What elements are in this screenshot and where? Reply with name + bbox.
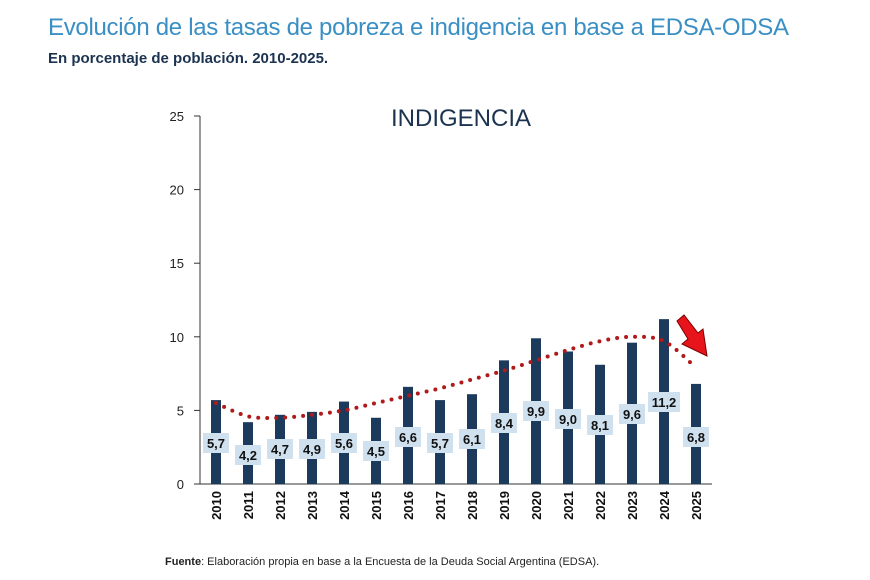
x-tick-label: 2019 [497,491,512,520]
arrow-shape [676,314,708,357]
y-tick-label: 20 [170,183,184,198]
x-tick-label: 2024 [657,490,672,520]
data-label: 5,7 [207,436,225,451]
data-label: 11,2 [652,395,677,410]
source-note: Fuente: Elaboración propia en base a la … [165,556,599,568]
data-labels-group: 5,7 4,2 4,7 4,9 5,6 4,5 6,6 5,7 6,1 8,4 9,9 9,0 8,1 9… [203,392,709,465]
data-label: 4,9 [303,442,321,457]
x-tick-label: 2012 [273,491,288,520]
decline-arrow-icon [676,314,708,357]
data-label-box [299,439,325,459]
data-label: 9,6 [623,407,641,422]
data-label-box [523,401,549,421]
y-axis-ticks: 0 5 10 15 20 25 [170,109,200,492]
data-label-box [395,427,421,447]
x-tick-label: 2014 [337,490,352,520]
data-label: 8,1 [591,418,609,433]
data-label-box [587,415,613,435]
data-label: 4,7 [271,442,289,457]
data-label-box [491,413,517,433]
data-label: 6,8 [687,430,705,445]
data-label-box [235,445,261,465]
data-label-box [427,433,453,453]
data-label: 9,0 [559,412,577,427]
data-label-box [555,409,581,429]
y-tick-label: 15 [170,256,184,271]
x-tick-label: 2021 [561,491,576,520]
bars-group [211,319,701,484]
x-tick-label: 2015 [369,491,384,520]
data-label: 4,5 [367,444,385,459]
x-tick-label: 2022 [593,491,608,520]
page-title: Evolución de las tasas de pobreza e indi… [48,14,789,41]
x-tick-label: 2023 [625,491,640,520]
x-axis-ticks: 2010 2011 2012 2013 2014 2015 2016 2017 2018 2019… [209,490,704,520]
data-label: 4,2 [239,448,257,463]
data-label: 6,6 [399,430,417,445]
x-tick-label: 2025 [689,491,704,520]
trendline-group [214,334,698,421]
x-tick-label: 2013 [305,491,320,520]
data-label-box [203,433,229,453]
chart-title: INDIGENCIA [391,105,531,132]
source-label: Fuente [165,556,202,568]
y-tick-label: 25 [170,109,184,124]
data-label: 5,6 [335,436,353,451]
y-tick-label: 0 [177,477,184,492]
data-label-box [683,427,709,447]
data-label: 5,7 [431,436,449,451]
data-label: 6,1 [463,432,481,447]
data-label-box [363,441,389,461]
source-text: : Elaboración propia en base a la Encues… [201,556,600,568]
x-tick-label: 2010 [209,491,224,520]
x-tick-label: 2020 [529,491,544,520]
y-tick-label: 10 [170,330,184,345]
trend-line [214,334,698,421]
data-label-box [619,404,645,424]
data-label-box [648,392,680,412]
data-label-box [459,429,485,449]
x-tick-label: 2016 [401,491,416,520]
x-tick-label: 2011 [241,491,256,519]
data-label: 8,4 [495,416,514,431]
y-tick-label: 5 [177,403,184,418]
data-label-box [331,433,357,453]
data-label-box [267,439,293,459]
x-tick-label: 2017 [433,491,448,520]
data-label: 9,9 [527,404,545,419]
page-subtitle: En porcentaje de población. 2010-2025. [48,50,329,67]
x-tick-label: 2018 [465,491,480,520]
